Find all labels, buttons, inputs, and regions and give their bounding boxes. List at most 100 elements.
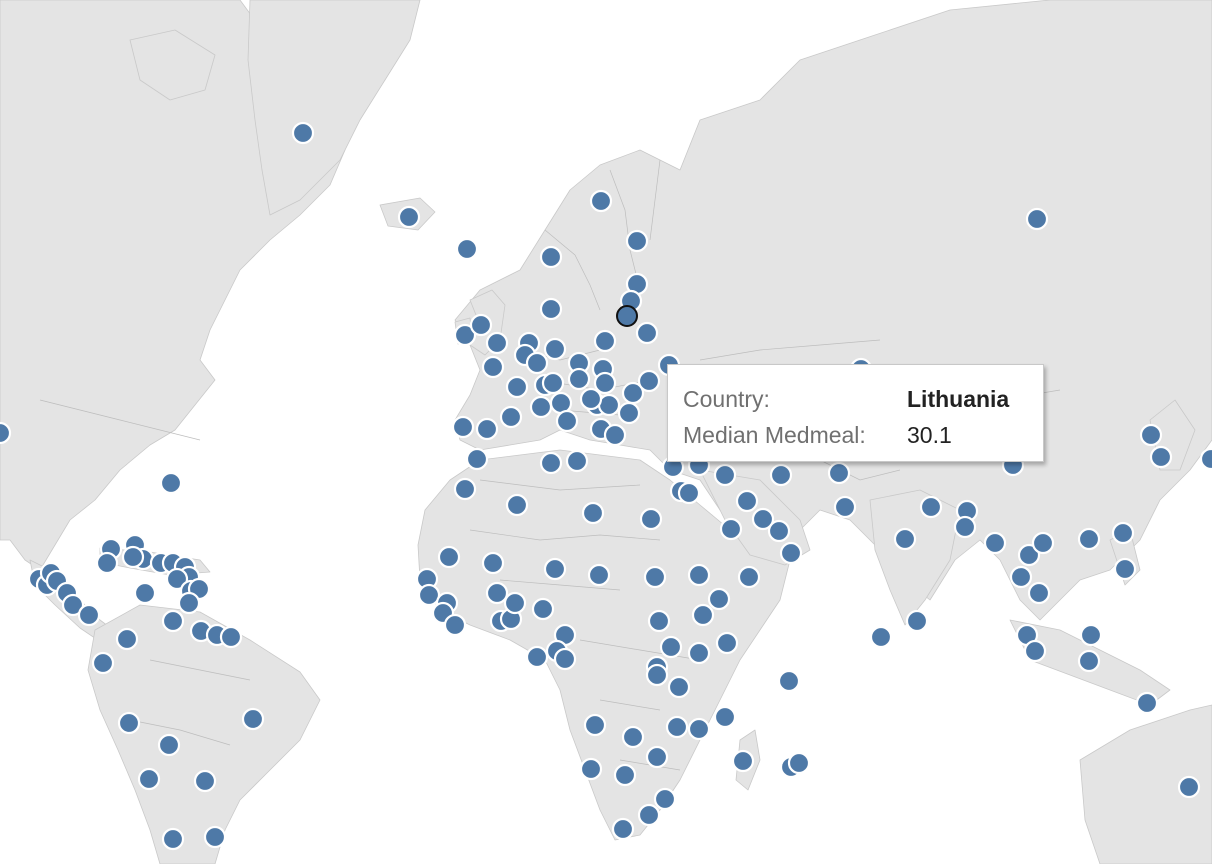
country-mark[interactable] xyxy=(737,565,761,589)
country-mark[interactable] xyxy=(625,229,649,253)
country-mark[interactable] xyxy=(91,651,115,675)
country-mark[interactable] xyxy=(553,647,577,671)
country-mark[interactable] xyxy=(543,557,567,581)
country-mark[interactable] xyxy=(637,803,661,827)
country-mark[interactable] xyxy=(137,767,161,791)
country-mark[interactable] xyxy=(475,417,499,441)
country-mark[interactable] xyxy=(1139,423,1163,447)
country-mark[interactable] xyxy=(593,371,617,395)
country-mark[interactable] xyxy=(751,507,775,531)
country-mark[interactable] xyxy=(499,405,523,429)
country-mark[interactable] xyxy=(453,477,477,501)
country-mark[interactable] xyxy=(613,763,637,787)
country-mark[interactable] xyxy=(503,591,527,615)
country-mark[interactable] xyxy=(505,493,529,517)
country-mark[interactable] xyxy=(587,563,611,587)
country-mark[interactable] xyxy=(707,587,731,611)
country-mark[interactable] xyxy=(417,583,441,607)
country-mark[interactable] xyxy=(635,321,659,345)
country-mark[interactable] xyxy=(777,669,801,693)
country-mark[interactable] xyxy=(1199,447,1212,471)
country-mark[interactable] xyxy=(715,631,739,655)
country-mark[interactable] xyxy=(735,489,759,513)
country-mark[interactable] xyxy=(687,717,711,741)
country-mark[interactable] xyxy=(687,641,711,665)
country-mark[interactable] xyxy=(731,749,755,773)
country-mark[interactable] xyxy=(579,387,603,411)
country-mark[interactable] xyxy=(677,481,701,505)
country-mark[interactable] xyxy=(787,751,811,775)
country-mark[interactable] xyxy=(617,401,641,425)
country-mark[interactable] xyxy=(687,563,711,587)
country-mark[interactable] xyxy=(469,313,493,337)
country-mark[interactable] xyxy=(397,205,421,229)
country-mark[interactable] xyxy=(161,827,185,851)
country-mark[interactable] xyxy=(193,769,217,793)
country-mark[interactable] xyxy=(645,745,669,769)
country-mark[interactable] xyxy=(579,757,603,781)
country-mark[interactable] xyxy=(485,581,509,605)
country-mark[interactable] xyxy=(451,415,475,439)
country-mark[interactable] xyxy=(525,351,549,375)
country-mark[interactable] xyxy=(531,597,555,621)
country-mark[interactable] xyxy=(827,461,851,485)
country-mark[interactable] xyxy=(1113,557,1137,581)
country-mark[interactable] xyxy=(1023,639,1047,663)
country-mark[interactable] xyxy=(1077,649,1101,673)
country-mark[interactable] xyxy=(219,625,243,649)
country-mark[interactable] xyxy=(603,423,627,447)
country-mark[interactable] xyxy=(0,421,12,445)
country-mark[interactable] xyxy=(653,787,677,811)
country-mark[interactable] xyxy=(593,329,617,353)
country-mark[interactable] xyxy=(485,331,509,355)
country-mark[interactable] xyxy=(121,545,145,569)
country-mark[interactable] xyxy=(621,725,645,749)
country-mark[interactable] xyxy=(241,707,265,731)
country-mark[interactable] xyxy=(1027,581,1051,605)
country-mark[interactable] xyxy=(1177,775,1201,799)
country-mark-selected[interactable] xyxy=(616,305,638,327)
country-mark[interactable] xyxy=(539,297,563,321)
country-mark[interactable] xyxy=(565,449,589,473)
country-mark[interactable] xyxy=(659,635,683,659)
country-mark[interactable] xyxy=(161,609,185,633)
country-mark[interactable] xyxy=(713,463,737,487)
country-mark[interactable] xyxy=(919,495,943,519)
country-mark[interactable] xyxy=(443,613,467,637)
country-mark[interactable] xyxy=(291,121,315,145)
country-mark[interactable] xyxy=(115,627,139,651)
country-mark[interactable] xyxy=(905,609,929,633)
country-mark[interactable] xyxy=(455,237,479,261)
country-mark[interactable] xyxy=(691,603,715,627)
country-mark[interactable] xyxy=(893,527,917,551)
country-mark[interactable] xyxy=(645,663,669,687)
country-mark[interactable] xyxy=(1079,623,1103,647)
country-mark[interactable] xyxy=(555,409,579,433)
country-mark[interactable] xyxy=(539,245,563,269)
country-mark[interactable] xyxy=(541,371,565,395)
country-mark[interactable] xyxy=(1149,445,1173,469)
country-mark[interactable] xyxy=(767,519,791,543)
country-mark[interactable] xyxy=(1017,543,1041,567)
country-mark[interactable] xyxy=(1009,565,1033,589)
country-mark[interactable] xyxy=(203,825,227,849)
country-mark[interactable] xyxy=(567,367,591,391)
country-mark[interactable] xyxy=(869,625,893,649)
country-mark[interactable] xyxy=(177,591,201,615)
country-mark[interactable] xyxy=(1135,691,1159,715)
country-mark[interactable] xyxy=(453,323,477,347)
country-mark[interactable] xyxy=(95,551,119,575)
country-mark[interactable] xyxy=(61,593,85,617)
country-mark[interactable] xyxy=(165,567,189,591)
country-mark[interactable] xyxy=(581,501,605,525)
country-mark[interactable] xyxy=(543,337,567,361)
country-mark[interactable] xyxy=(481,551,505,575)
country-mark[interactable] xyxy=(833,495,857,519)
country-mark[interactable] xyxy=(667,675,691,699)
country-mark[interactable] xyxy=(505,375,529,399)
country-mark[interactable] xyxy=(713,705,737,729)
country-mark[interactable] xyxy=(437,545,461,569)
country-mark[interactable] xyxy=(1111,521,1135,545)
country-mark[interactable] xyxy=(643,565,667,589)
